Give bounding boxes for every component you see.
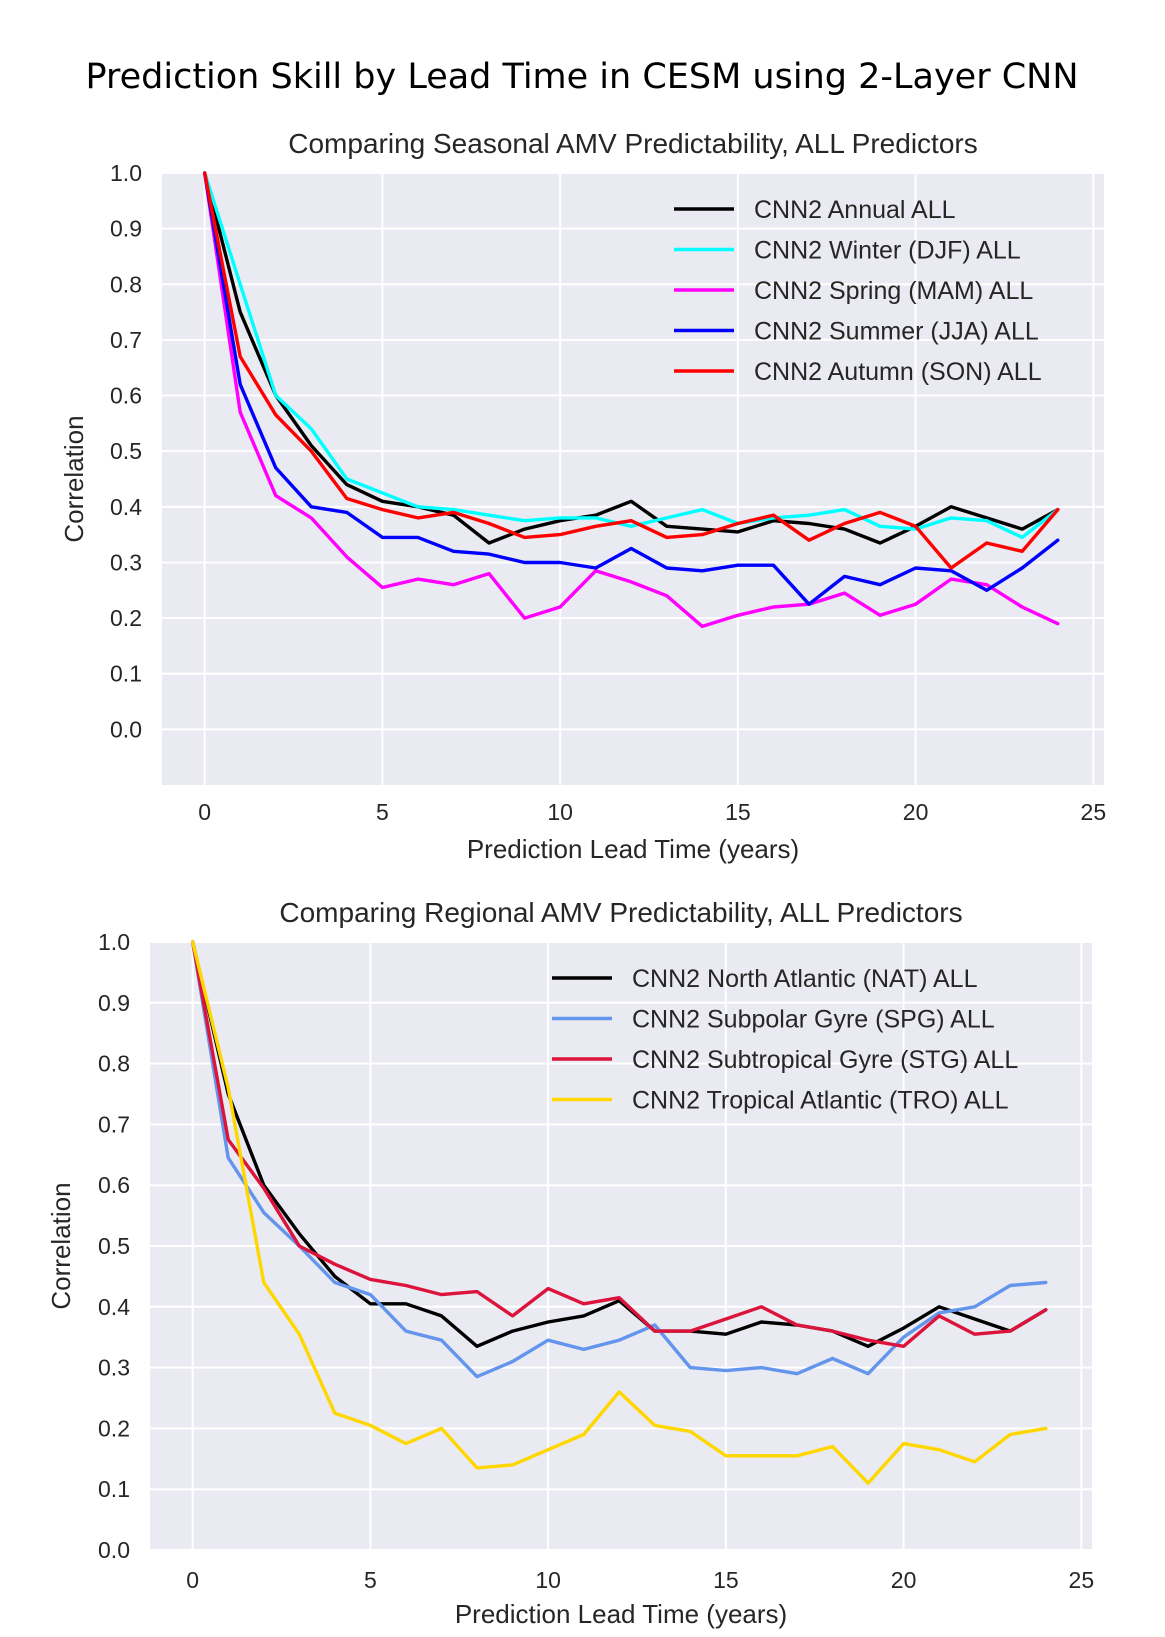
regional-x-tick-label: 20 [891, 1567, 917, 1593]
regional-x-tick-label: 5 [364, 1567, 377, 1593]
regional-panel-title: Comparing Regional AMV Predictability, A… [279, 897, 962, 928]
regional-y-tick-label: 0.8 [98, 1051, 130, 1077]
regional-panel: 0 5 10 15 20 25 0.0 0.1 0.2 0.3 0.4 0.5 0.6 0.7 0.8 0.9… [46, 897, 1094, 1629]
seasonal-panel-title: Comparing Seasonal AMV Predictability, A… [288, 128, 977, 159]
seasonal-y-tick-label: 0.0 [110, 716, 142, 742]
regional-y-tick-label: 0.6 [98, 1172, 130, 1198]
seasonal-tick-labels: 0 5 10 15 20 25 0.0 0.1 0.2 0.3 0.4 0.5 0.6 0.7 0.8 0.9… [110, 160, 1106, 825]
regional-legend: CNN2 North Atlantic (NAT) ALL CNN2 Subpol… [552, 965, 1018, 1115]
seasonal-x-tick-label: 15 [725, 799, 751, 825]
seasonal-x-tick-label: 10 [547, 799, 573, 825]
seasonal-legend-label: CNN2 Spring (MAM) ALL [754, 277, 1033, 305]
regional-y-tick-label: 0.9 [98, 990, 130, 1016]
regional-legend-label: CNN2 North Atlantic (NAT) ALL [632, 965, 978, 993]
seasonal-y-tick-label: 0.7 [110, 327, 142, 353]
seasonal-x-tick-label: 20 [903, 799, 929, 825]
regional-x-tick-label: 25 [1069, 1567, 1095, 1593]
seasonal-lines [202, 171, 1060, 629]
seasonal-y-tick-label: 0.1 [110, 661, 142, 687]
figure-title: Prediction Skill by Lead Time in CESM us… [85, 57, 1078, 97]
seasonal-series-line [202, 171, 1060, 570]
seasonal-legend-label: CNN2 Winter (DJF) ALL [754, 237, 1021, 265]
seasonal-x-tick-label: 0 [198, 799, 211, 825]
seasonal-x-tick-label: 5 [376, 799, 389, 825]
seasonal-plot-area [162, 173, 1104, 785]
seasonal-legend-label: CNN2 Summer (JJA) ALL [754, 318, 1039, 346]
regional-y-tick-label: 1.0 [98, 929, 130, 955]
regional-y-tick-label: 0.2 [98, 1415, 130, 1441]
regional-x-tick-label: 10 [535, 1567, 561, 1593]
regional-y-tick-label: 0.7 [98, 1111, 130, 1137]
regional-legend-label: CNN2 Subtropical Gyre (STG) ALL [632, 1046, 1018, 1074]
seasonal-panel: 0 5 10 15 20 25 0.0 0.1 0.2 0.3 0.4 0.5 0.6 0.7 0.8 0.9… [59, 128, 1106, 864]
seasonal-x-axis-label: Prediction Lead Time (years) [467, 834, 799, 864]
seasonal-y-tick-label: 0.2 [110, 605, 142, 631]
seasonal-y-tick-label: 0.3 [110, 549, 142, 575]
seasonal-series-line [202, 171, 1060, 606]
seasonal-x-tick-label: 25 [1081, 799, 1107, 825]
regional-tick-labels: 0 5 10 15 20 25 0.0 0.1 0.2 0.3 0.4 0.5 0.6 0.7 0.8 0.9… [98, 929, 1094, 1593]
regional-y-tick-label: 0.4 [98, 1294, 130, 1320]
regional-lines [190, 940, 1048, 1485]
seasonal-y-tick-label: 0.5 [110, 438, 142, 464]
seasonal-legend: CNN2 Annual ALL CNN2 Winter (DJF) ALL CNN2… [674, 196, 1042, 386]
seasonal-y-tick-label: 0.8 [110, 271, 142, 297]
seasonal-y-tick-label: 0.6 [110, 383, 142, 409]
regional-x-tick-label: 15 [713, 1567, 739, 1593]
regional-y-axis-label: Correlation [46, 1182, 76, 1309]
seasonal-y-tick-label: 1.0 [110, 160, 142, 186]
regional-y-tick-label: 0.3 [98, 1355, 130, 1381]
seasonal-series-line [202, 171, 1060, 540]
regional-series-line [190, 940, 1048, 1485]
regional-x-tick-label: 0 [186, 1567, 199, 1593]
seasonal-legend-label: CNN2 Annual ALL [754, 196, 956, 224]
regional-series-line [190, 940, 1048, 1349]
seasonal-y-tick-label: 0.4 [110, 494, 142, 520]
regional-y-tick-label: 0.5 [98, 1233, 130, 1259]
seasonal-legend-label: CNN2 Autumn (SON) ALL [754, 358, 1042, 386]
regional-legend-label: CNN2 Tropical Atlantic (TRO) ALL [632, 1087, 1009, 1115]
regional-grid [150, 941, 1092, 1551]
seasonal-series-line [202, 171, 1060, 629]
regional-x-axis-label: Prediction Lead Time (years) [455, 1599, 787, 1629]
seasonal-y-axis-label: Correlation [59, 415, 89, 542]
seasonal-y-tick-label: 0.9 [110, 216, 142, 242]
regional-series-line [190, 940, 1048, 1349]
regional-legend-label: CNN2 Subpolar Gyre (SPG) ALL [632, 1006, 995, 1034]
regional-y-tick-label: 0.0 [98, 1537, 130, 1563]
regional-series-line [190, 940, 1048, 1379]
regional-y-tick-label: 0.1 [98, 1476, 130, 1502]
